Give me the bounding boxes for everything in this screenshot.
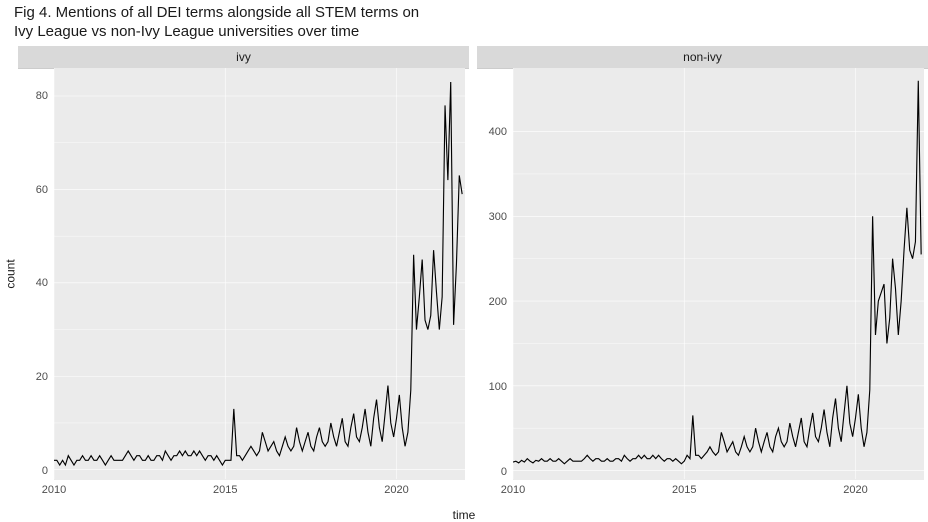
plot-svg (513, 68, 924, 479)
x-tick-label: 2020 (843, 484, 867, 496)
y-tick-label: 200 (489, 296, 507, 308)
title-line1: Fig 4. Mentions of all DEI terms alongsi… (14, 4, 419, 21)
y-tick-label: 40 (36, 277, 48, 289)
x-tick-label: 2015 (672, 484, 696, 496)
x-axis-ticks: 201020152020 (54, 482, 465, 502)
y-tick-label: 0 (42, 465, 48, 477)
plot-area (54, 68, 465, 480)
y-axis-label: count (4, 259, 18, 288)
y-axis-ticks: 0 100 200 300 400 (477, 68, 511, 480)
facet-strip: non-ivy (477, 46, 928, 69)
plot-svg (54, 68, 465, 479)
facet-label: ivy (236, 50, 251, 64)
x-tick-label: 2020 (384, 484, 408, 496)
title-line2: Ivy League vs non-Ivy League universitie… (14, 23, 359, 40)
y-tick-label: 100 (489, 381, 507, 393)
facet-strip: ivy (18, 46, 469, 69)
figure-title: Fig 4. Mentions of all DEI terms alongsi… (14, 4, 419, 42)
y-axis-ticks: 0 20 40 60 80 (18, 68, 52, 480)
x-tick-label: 2015 (213, 484, 237, 496)
y-tick-label: 300 (489, 211, 507, 223)
x-tick-label: 2010 (42, 484, 66, 496)
y-tick-label: 0 (501, 466, 507, 478)
panel-non-ivy: non-ivy 0 100 200 300 400 2010 2015 2020 (477, 46, 928, 502)
facet-label: non-ivy (683, 50, 722, 64)
facet-row: count ivy 0 20 40 60 80 2010 2015 2020 non-ivy… (0, 46, 928, 502)
x-tick-label: 2010 (501, 484, 525, 496)
panel-ivy: ivy 0 20 40 60 80 2010 2015 2020 (18, 46, 469, 502)
y-tick-label: 80 (36, 90, 48, 102)
y-tick-label: 20 (36, 371, 48, 383)
y-tick-label: 60 (36, 184, 48, 196)
x-axis-ticks: 201020152020 (513, 482, 924, 502)
plot-area (513, 68, 924, 480)
y-tick-label: 400 (489, 126, 507, 138)
figure: Fig 4. Mentions of all DEI terms alongsi… (0, 0, 928, 520)
